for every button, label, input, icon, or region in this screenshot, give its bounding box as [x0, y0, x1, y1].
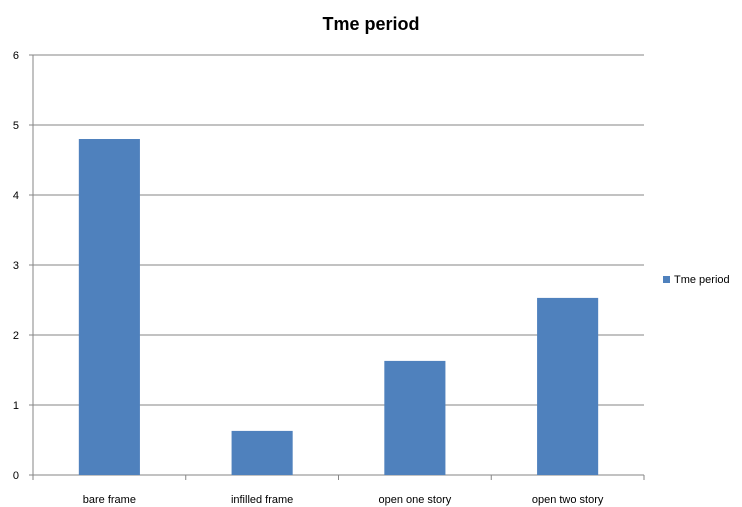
- y-tick-labels: 0 1 2 3 4 5 6: [13, 50, 19, 482]
- y-tick-label: 0: [13, 470, 19, 482]
- y-tick-label: 3: [13, 260, 19, 272]
- x-tick-labels: bare frame infilled frame open one story op…: [83, 494, 604, 506]
- bar-open-one-story: [384, 360, 446, 475]
- legend-label: Tme period: [674, 274, 730, 286]
- y-tick-label: 5: [13, 120, 19, 132]
- legend: Tme period: [663, 274, 730, 286]
- y-tick-label: 2: [13, 330, 19, 342]
- chart-title: Tme period: [322, 14, 419, 34]
- bar-infilled-frame: [231, 430, 293, 475]
- x-tick-label: open one story: [378, 494, 451, 506]
- y-tick-label: 4: [13, 190, 19, 202]
- legend-swatch: [663, 276, 670, 283]
- bars: [78, 139, 599, 475]
- x-tick-label: open two story: [532, 494, 604, 506]
- x-tick-label: infilled frame: [231, 494, 293, 506]
- y-tick-label: 1: [13, 400, 19, 412]
- bar-open-two-story: [537, 297, 599, 475]
- x-tick-label: bare frame: [83, 494, 136, 506]
- bar-bare-frame: [78, 139, 140, 475]
- y-tick-label: 6: [13, 50, 19, 62]
